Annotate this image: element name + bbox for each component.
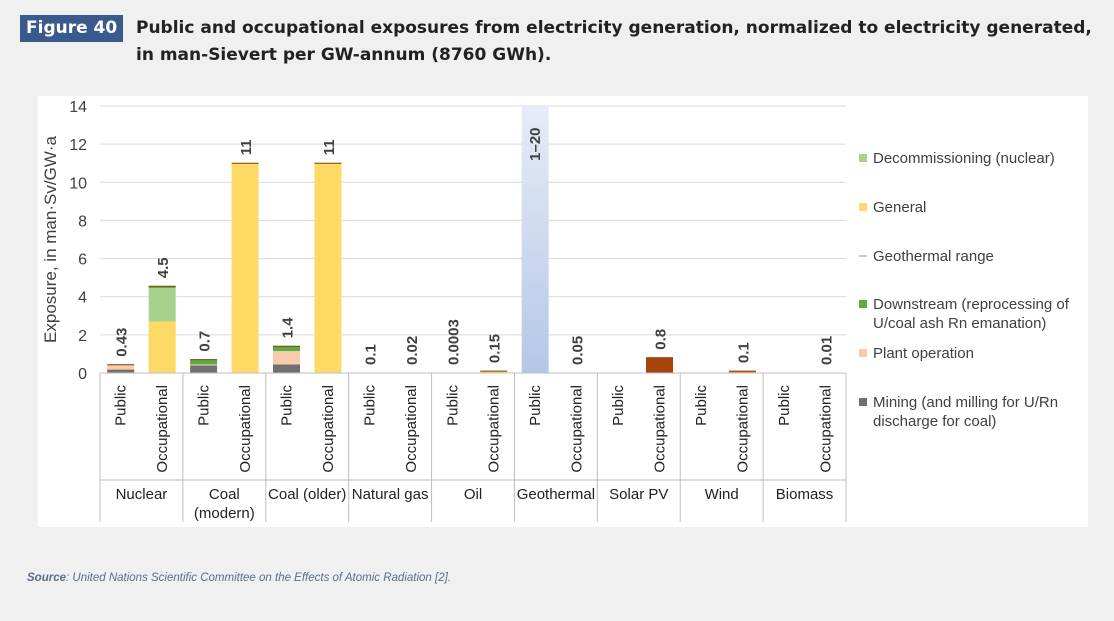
category-label: Public <box>113 385 130 426</box>
y-tick-label: 6 <box>78 252 87 269</box>
legend-label: discharge for coal) <box>873 413 996 430</box>
exposure-chart: 0 2 4 6 8 10 12 14 Exposure, in man·Sv/GW·a 0.43 P… <box>41 99 1070 522</box>
bar-segment <box>480 371 508 373</box>
bar-segment <box>190 365 218 373</box>
bar-range-geothermal <box>521 106 549 373</box>
data-label: 0.1 <box>362 344 379 365</box>
category-label: Public <box>279 385 296 426</box>
group-label: Solar PV <box>609 486 668 503</box>
y-tick-label: 8 <box>78 213 87 230</box>
y-tick-label: 14 <box>69 99 87 116</box>
category-label: Occupational <box>154 385 171 473</box>
bar-segment <box>148 321 176 373</box>
source-text: : United Nations Scientific Committee on… <box>66 572 451 584</box>
group-label: Biomass <box>776 486 834 503</box>
category-label: Occupational <box>320 385 337 473</box>
bar-segment <box>646 357 673 373</box>
data-label: 0.8 <box>653 329 670 350</box>
legend-swatch <box>859 398 867 406</box>
group-label: Nuclear <box>116 486 168 503</box>
data-label: 1.4 <box>280 317 297 339</box>
data-label: 0.7 <box>197 331 214 352</box>
group-label: (modern) <box>194 505 255 522</box>
bar-segment <box>148 288 176 322</box>
y-tick-label: 10 <box>69 175 87 192</box>
data-label: 0.15 <box>487 334 504 363</box>
group-label: Wind <box>705 486 739 503</box>
category-label: Public <box>693 385 710 426</box>
legend-label: Mining (and milling for U/Rn <box>873 394 1058 411</box>
bar-segment <box>273 346 300 352</box>
data-label: 11 <box>321 139 338 155</box>
category-label: Occupational <box>569 385 586 473</box>
bar-segment <box>314 163 342 373</box>
bar-segment <box>190 359 218 365</box>
data-label: 4.5 <box>155 257 172 278</box>
bar-segment <box>190 364 218 366</box>
legend-swatch <box>859 349 867 357</box>
source-note: Source: United Nations Scientific Commit… <box>27 572 451 584</box>
legend-swatch <box>859 154 867 162</box>
legend-label: General <box>873 199 926 216</box>
source-label: Source <box>27 572 66 584</box>
legend-label: Geothermal range <box>873 248 994 265</box>
legend-swatch <box>859 203 867 211</box>
category-label: Public <box>527 385 544 426</box>
category-label: Occupational <box>237 385 254 473</box>
legend-label: Downstream (reprocessing of <box>873 296 1070 313</box>
category-label: Public <box>610 385 627 426</box>
category-label: Occupational <box>652 385 669 473</box>
data-label: 0.43 <box>114 328 131 357</box>
data-label: 11 <box>238 139 255 155</box>
data-label: 0.0003 <box>445 319 462 365</box>
category-label: Occupational <box>486 385 503 473</box>
group-label: Geothermal <box>517 486 595 503</box>
group-label: Oil <box>464 486 482 503</box>
category-label: Public <box>196 385 213 426</box>
y-tick-label: 4 <box>78 290 87 307</box>
legend-label: Plant operation <box>873 345 974 362</box>
y-tick-label: 2 <box>78 328 87 345</box>
bar-segment <box>148 286 176 289</box>
y-axis-title: Exposure, in man·Sv/GW·a <box>41 136 60 343</box>
category-label: Public <box>361 385 378 426</box>
y-tick-label: 12 <box>69 137 87 154</box>
category-label: Public <box>776 385 793 426</box>
group-label: Coal <box>209 486 240 503</box>
bar-segment <box>273 364 300 373</box>
data-label: 0.02 <box>404 336 421 365</box>
bar-segment <box>273 351 300 365</box>
group-label: Natural gas <box>352 486 429 503</box>
bar-segment <box>231 163 259 373</box>
figure-title: Public and occupational exposures from e… <box>136 18 1092 65</box>
data-label: 0.01 <box>818 336 835 365</box>
category-label: Occupational <box>817 385 834 473</box>
chart-area: 0 2 4 6 8 10 12 14 Exposure, in man·Sv/GW·a 0.43 P… <box>38 96 1088 527</box>
data-label: 0.05 <box>570 336 587 365</box>
legend-swatch <box>859 300 867 308</box>
bar-segment <box>107 364 135 370</box>
category-label: Occupational <box>734 385 751 473</box>
data-label: 1–20 <box>527 127 544 160</box>
category-label: Occupational <box>403 385 420 473</box>
data-label: 0.1 <box>735 342 752 363</box>
category-label: Public <box>444 385 461 426</box>
group-label: Coal (older) <box>268 486 346 503</box>
legend-label: U/coal ash Rn emanation) <box>873 315 1046 332</box>
y-tick-label: 0 <box>78 366 87 383</box>
bar-segment <box>107 369 135 373</box>
bar-segment <box>728 371 756 373</box>
figure-label: Figure 40 <box>20 15 124 42</box>
legend-label: Decommissioning (nuclear) <box>873 150 1055 167</box>
